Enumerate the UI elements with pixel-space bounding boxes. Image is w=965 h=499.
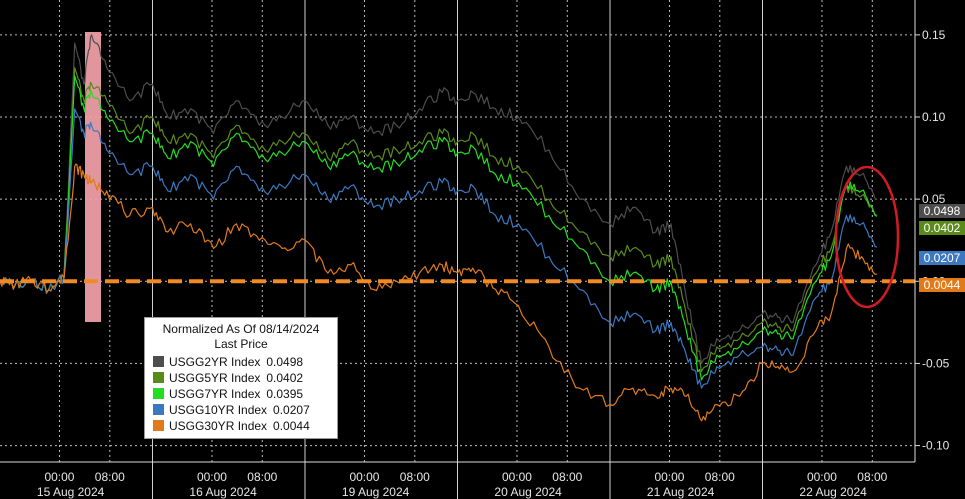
series-line (0, 75, 878, 381)
x-tick-label: 08:00 (95, 470, 125, 484)
x-tick-label: 08:00 (552, 470, 582, 484)
x-day-label: 21 Aug 2024 (647, 485, 715, 499)
y-tick-label: -0.10 (922, 439, 950, 453)
last-value-box (919, 221, 965, 235)
x-tick-label: 00:00 (807, 470, 837, 484)
last-value-label: 0.0207 (924, 251, 961, 265)
legend-swatch (153, 388, 164, 399)
x-tick-label: 08:00 (705, 470, 735, 484)
x-tick-label: 00:00 (349, 470, 379, 484)
legend-value: 0.0207 (273, 403, 310, 417)
last-value-labels: 0.0498 0.0402 0.0207 0.0044 (919, 204, 965, 292)
series-layer (0, 34, 878, 422)
legend-swatch (153, 372, 164, 383)
last-value-label: 0.0498 (924, 204, 961, 218)
x-tick-label: 00:00 (654, 470, 684, 484)
y-tick-label: 0.05 (922, 192, 946, 206)
event-highlight (85, 32, 101, 322)
last-value-box (919, 278, 965, 292)
legend-value: 0.0044 (273, 419, 310, 433)
legend-label: USGG2YR Index (169, 355, 261, 369)
legend-label: USGG5YR Index (169, 371, 261, 385)
legend-swatch (153, 356, 164, 367)
legend-item: USGG30YR Index 0.0044 (153, 419, 310, 434)
legend-value: 0.0498 (266, 355, 304, 369)
grid-layer (0, 0, 915, 499)
series-line (0, 163, 877, 422)
legend: Normalized As Of 08/14/2024 Last Price U… (144, 317, 338, 439)
legend-item: USGG5YR Index 0.0402 (153, 371, 303, 386)
legend-item: USGG10YR Index 0.0207 (153, 403, 310, 418)
last-value-label: 0.0044 (924, 278, 961, 292)
x-tick-label: 08:00 (247, 470, 277, 484)
legend-label: USGG30YR Index (169, 419, 268, 433)
legend-item: USGG2YR Index 0.0498 (153, 355, 303, 370)
legend-swatch (153, 420, 164, 431)
x-tick-label: 00:00 (502, 470, 532, 484)
y-tick-label: 0.10 (922, 110, 946, 124)
legend-swatch (153, 404, 164, 415)
y-tick-label: -0.05 (922, 356, 950, 370)
series-line (0, 108, 878, 389)
last-value-box (919, 204, 965, 218)
legend-label: USGG7YR Index (169, 387, 261, 401)
x-tick-label: 00:00 (44, 470, 74, 484)
series-line (0, 67, 877, 373)
series-line (0, 34, 878, 364)
highlight-circle (834, 165, 900, 309)
legend-subtitle: Last Price (214, 337, 268, 351)
legend-value: 0.0395 (266, 387, 304, 401)
x-tick-label: 08:00 (857, 470, 887, 484)
y-tick-label: 0.15 (922, 28, 946, 42)
x-day-label: 15 Aug 2024 (37, 485, 105, 499)
legend-item: USGG7YR Index 0.0395 (153, 387, 303, 402)
x-day-label: 20 Aug 2024 (494, 485, 562, 499)
x-day-label: 19 Aug 2024 (342, 485, 410, 499)
legend-label: USGG10YR Index (169, 403, 268, 417)
x-tick-label: 00:00 (197, 470, 227, 484)
last-value-box (919, 251, 965, 265)
x-day-label: 22 Aug 2024 (799, 485, 867, 499)
x-day-label: 16 Aug 2024 (189, 485, 257, 499)
last-value-label: 0.0402 (924, 221, 961, 235)
x-tick-label: 08:00 (400, 470, 430, 484)
legend-value: 0.0402 (266, 371, 304, 385)
legend-title: Normalized As Of 08/14/2024 (162, 322, 320, 336)
